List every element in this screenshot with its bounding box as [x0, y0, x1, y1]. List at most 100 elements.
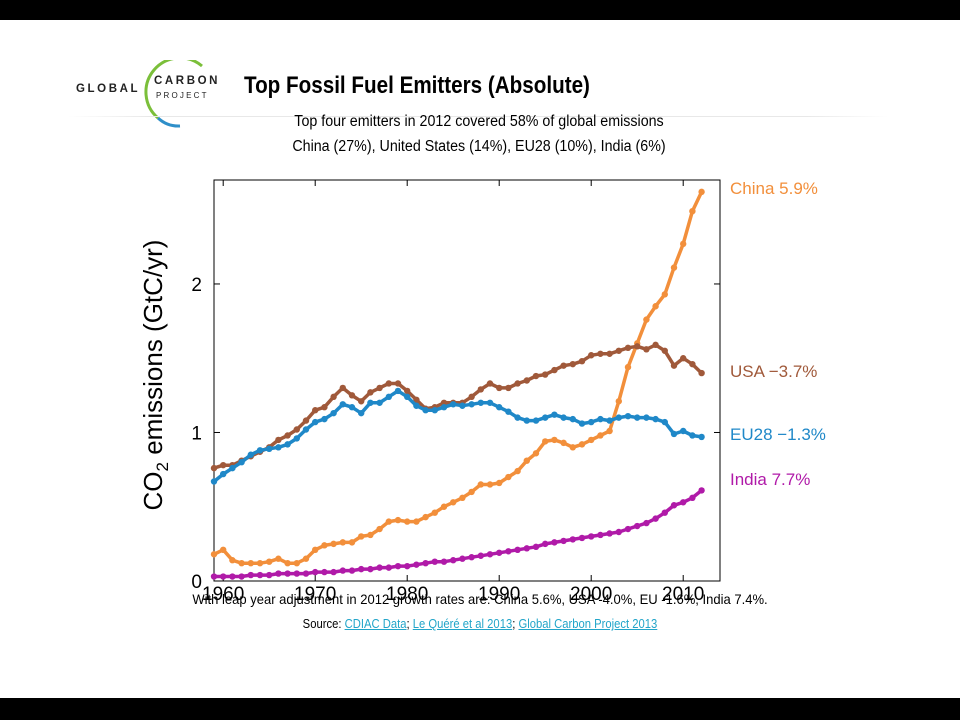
data-point: [634, 414, 641, 421]
series-label-india: India 7.7%: [730, 470, 811, 490]
data-point: [588, 436, 595, 444]
data-point: [404, 562, 411, 570]
data-point: [284, 570, 291, 577]
source-line: Source: CDIAC Data; Le Quéré et al 2013;…: [48, 617, 912, 631]
source-separator: ;: [406, 617, 413, 631]
data-point: [624, 363, 632, 371]
x-tick-label: 2010: [662, 584, 704, 605]
data-point: [358, 409, 365, 417]
source-link-le-quere[interactable]: Le Quéré et al 2013: [412, 617, 513, 631]
source-link-cdiac[interactable]: CDIAC Data: [344, 617, 407, 631]
data-point: [643, 316, 650, 323]
data-point: [689, 360, 696, 368]
data-point: [624, 344, 632, 352]
data-point: [588, 352, 595, 359]
data-point: [532, 417, 540, 424]
data-point: [440, 503, 448, 510]
data-point: [634, 522, 641, 530]
data-point: [376, 564, 383, 571]
data-point: [284, 432, 291, 439]
data-point: [661, 509, 668, 516]
data-point: [348, 539, 356, 546]
data-point: [560, 362, 567, 369]
data-point: [210, 478, 218, 485]
data-point: [459, 402, 466, 409]
data-point: [634, 343, 641, 350]
data-point: [670, 264, 678, 271]
data-point: [680, 427, 687, 435]
data-point: [680, 240, 687, 248]
data-point: [698, 487, 705, 494]
data-point: [238, 458, 245, 466]
data-point: [348, 392, 356, 399]
data-point: [376, 525, 383, 533]
data-point: [413, 396, 420, 404]
chart-series: [210, 188, 705, 580]
data-point: [624, 525, 632, 533]
data-point: [247, 571, 254, 579]
data-point: [661, 418, 668, 426]
data-point: [588, 418, 595, 426]
data-point: [523, 417, 530, 424]
data-point: [385, 564, 392, 571]
data-point: [698, 433, 705, 441]
data-point: [376, 399, 383, 406]
data-point: [385, 380, 392, 387]
plot-frame: [213, 179, 721, 582]
series-label-china: China 5.9%: [730, 178, 818, 198]
data-point: [680, 499, 687, 506]
data-point: [670, 502, 678, 509]
data-point: [266, 558, 273, 565]
data-point: [422, 513, 429, 521]
logo-text-carbon: CARBON: [154, 75, 221, 87]
data-point: [661, 347, 668, 354]
data-point: [275, 444, 282, 451]
x-tick-label: 2000: [570, 584, 612, 605]
data-point: [698, 369, 705, 377]
data-point: [496, 479, 503, 487]
data-point: [486, 399, 494, 406]
data-point: [339, 567, 346, 574]
data-point: [358, 398, 365, 405]
data-point: [689, 207, 696, 215]
x-tick-label: 1990: [478, 584, 520, 605]
data-point: [477, 481, 484, 488]
data-point: [615, 398, 622, 405]
x-tick-label: 1980: [386, 584, 428, 605]
data-point: [670, 430, 678, 438]
data-point: [367, 389, 374, 396]
data-point: [670, 362, 678, 369]
data-point: [394, 516, 402, 524]
data-point: [496, 384, 503, 392]
data-point: [431, 558, 438, 565]
data-point: [367, 399, 374, 406]
data-point: [413, 518, 420, 525]
data-point: [422, 559, 429, 567]
data-point: [569, 444, 576, 451]
data-point: [394, 387, 402, 395]
data-point: [680, 355, 687, 362]
data-point: [597, 350, 604, 357]
source-link-gcp[interactable]: Global Carbon Project 2013: [518, 617, 658, 631]
data-point: [450, 401, 457, 408]
x-tick-label: 1970: [294, 584, 336, 605]
series-india: [210, 487, 705, 580]
data-point: [606, 427, 613, 435]
data-point: [404, 387, 411, 395]
data-point: [431, 509, 438, 516]
data-point: [266, 571, 273, 579]
data-point: [348, 567, 356, 574]
data-point: [643, 346, 650, 353]
data-point: [312, 568, 319, 576]
data-point: [505, 473, 512, 481]
data-point: [643, 519, 650, 527]
data-point: [330, 568, 337, 576]
data-point: [652, 415, 659, 423]
data-point: [321, 542, 328, 549]
data-point: [532, 543, 540, 551]
data-point: [551, 436, 558, 444]
data-point: [330, 393, 337, 401]
series-label-usa: USA −3.7%: [730, 362, 818, 382]
data-point: [348, 404, 356, 411]
